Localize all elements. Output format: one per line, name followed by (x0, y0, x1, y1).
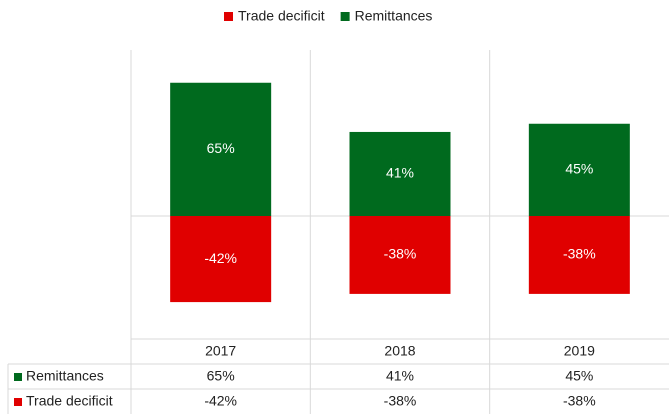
legend-label: Trade decificit (238, 8, 325, 24)
bar (349, 131, 451, 216)
table-swatch (14, 373, 22, 381)
bar (528, 216, 630, 294)
data-label: 41% (386, 165, 414, 181)
bar (528, 123, 630, 216)
bar (170, 82, 272, 216)
x-tick-label: 2019 (564, 343, 595, 359)
table-cell: 41% (386, 368, 414, 384)
data-label: -42% (204, 250, 237, 266)
data-label: 65% (207, 140, 235, 156)
data-label: -38% (563, 246, 596, 262)
data-label: 45% (565, 161, 593, 177)
legend-swatch (340, 12, 350, 21)
data-label: -38% (384, 246, 417, 262)
x-tick-label: 2017 (205, 343, 236, 359)
legend-label: Remittances (355, 8, 433, 24)
table-cell: 45% (565, 368, 593, 384)
table-cell: -38% (384, 393, 417, 409)
x-tick-label: 2018 (384, 343, 415, 359)
table-cell: -38% (563, 393, 596, 409)
bar (349, 216, 451, 294)
table-row-label: Remittances (26, 368, 104, 384)
table-row-label: Trade decificit (26, 393, 113, 409)
table-cell: 65% (207, 368, 235, 384)
bar (170, 216, 272, 303)
table-swatch (14, 398, 22, 406)
legend-swatch (224, 12, 233, 21)
table-cell: -42% (204, 393, 237, 409)
